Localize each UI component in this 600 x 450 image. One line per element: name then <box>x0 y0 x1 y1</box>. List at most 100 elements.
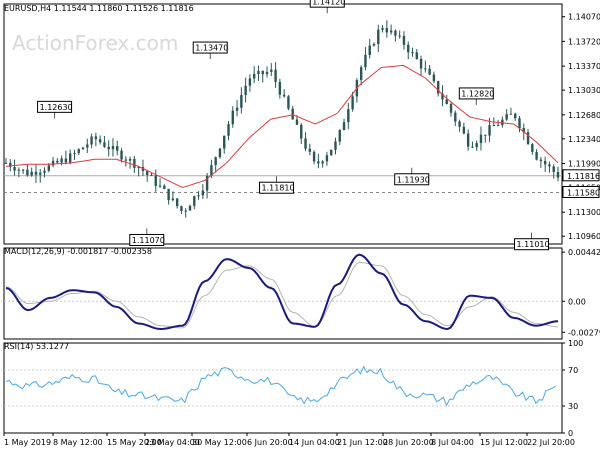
candle-body <box>201 190 205 196</box>
candle-body <box>556 171 560 178</box>
annotation-label: 1.12630 <box>40 103 73 112</box>
candle-body <box>90 136 93 145</box>
candle-body <box>526 132 530 145</box>
candle-body <box>394 30 397 36</box>
candle-body <box>34 171 38 175</box>
rsi-tick-label: 30 <box>568 402 578 411</box>
last-price-box <box>562 169 600 182</box>
x-tick-label: 30 May 12:00 <box>192 438 247 447</box>
candle-body <box>496 125 500 127</box>
candle-body <box>163 185 166 189</box>
candle-body <box>137 167 140 169</box>
candle-body <box>81 147 85 150</box>
candle-body <box>278 81 282 95</box>
candle-body <box>94 136 98 140</box>
candle-body <box>518 118 521 129</box>
candle-body <box>458 121 461 127</box>
candle-body <box>351 96 354 110</box>
candle-body <box>184 210 187 212</box>
annotation-box <box>37 100 73 113</box>
annotation-label: 1.11010 <box>517 240 550 249</box>
candle-body <box>312 151 316 162</box>
ref-price-box <box>562 185 600 198</box>
x-tick-label: 8 May 12:00 <box>53 438 103 447</box>
candle-body <box>514 113 517 119</box>
macd-tick-label: 0.004426 <box>568 248 600 257</box>
candle-body <box>210 165 213 176</box>
rsi-tick-label: 70 <box>568 366 578 375</box>
candle-body <box>270 69 273 72</box>
candle-body <box>475 143 478 148</box>
candle-body <box>248 78 252 86</box>
price-tick-label: 1.14070 <box>568 13 600 22</box>
candle-body <box>107 146 110 150</box>
candle-body <box>424 68 427 70</box>
candle-body <box>402 35 406 45</box>
price-tick-label: 1.13720 <box>568 37 600 46</box>
candle-body <box>445 99 448 105</box>
candle-body <box>56 160 59 163</box>
candle-body <box>30 171 33 176</box>
candle-body <box>17 169 21 171</box>
candle-body <box>449 104 453 113</box>
candle-body <box>180 206 183 211</box>
candle-body <box>227 124 230 136</box>
candle-body <box>252 73 256 79</box>
candle-body <box>47 165 50 171</box>
candle-body <box>471 146 474 148</box>
price-tick-label: 1.12340 <box>568 135 600 144</box>
candle-body <box>68 153 72 163</box>
candle-body <box>77 149 80 154</box>
candle-body <box>39 172 42 175</box>
candle-body <box>338 130 341 142</box>
annotation-box <box>514 238 550 251</box>
candle-body <box>334 141 337 150</box>
rsi-tick-label: 100 <box>568 339 583 348</box>
candle-body <box>291 108 294 120</box>
candle-body <box>419 58 423 69</box>
watermark: ActionForex.com <box>12 31 178 55</box>
annotation-label: 1.11930 <box>397 175 430 184</box>
candle-body <box>411 52 414 54</box>
candle-body <box>158 185 162 187</box>
price-tick-label: 1.11300 <box>568 208 600 217</box>
x-tick-label: 15 May 20:00 <box>107 438 162 447</box>
pane-frame-1 <box>3 247 563 340</box>
candle-body <box>432 74 436 82</box>
candle-body <box>26 169 29 176</box>
candle-body <box>372 43 376 46</box>
candle-body <box>552 166 555 172</box>
candle-body <box>364 54 367 68</box>
annotation-box <box>129 233 165 246</box>
annotation-label: 1.11810 <box>261 184 294 193</box>
candle-body <box>321 161 324 164</box>
annotation-label: 1.12820 <box>461 89 494 98</box>
moving-average-line <box>5 64 559 189</box>
annotation-box <box>258 181 294 194</box>
price-tick-label: 1.13030 <box>568 86 600 95</box>
candle-body <box>73 153 76 155</box>
candle-body <box>86 144 89 148</box>
candle-body <box>466 133 470 147</box>
candle-body <box>385 28 389 33</box>
rsi-tick-label: 0 <box>568 429 573 438</box>
candle-body <box>154 175 157 186</box>
candle-body <box>347 109 350 123</box>
candle-body <box>167 188 170 201</box>
candle-body <box>325 155 329 162</box>
candle-body <box>377 29 380 44</box>
candle-body <box>146 170 149 175</box>
candle-body <box>342 122 346 131</box>
candle-body <box>492 125 496 127</box>
candle-body <box>235 107 239 111</box>
candle-body <box>368 45 371 55</box>
annotation-box <box>394 173 430 186</box>
candle-body <box>4 162 8 164</box>
price-tick-label: 1.12680 <box>568 111 600 120</box>
candle-body <box>317 161 320 164</box>
candle-body <box>21 169 25 171</box>
rsi-pane: 100 70 30 0 <box>4 339 583 438</box>
candle-body <box>548 164 551 167</box>
annotation-box <box>192 41 228 54</box>
